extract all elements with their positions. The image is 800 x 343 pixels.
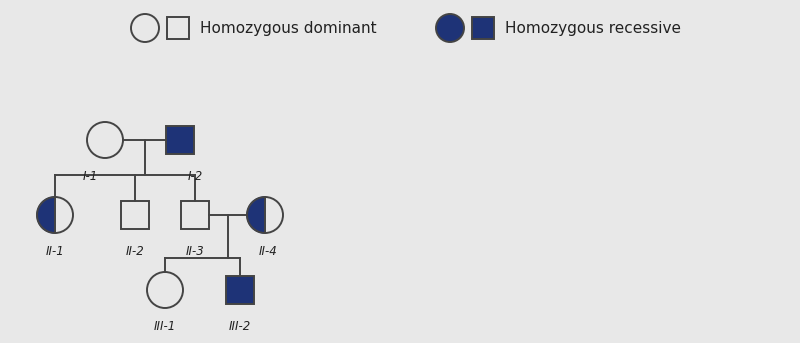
Text: Homozygous dominant: Homozygous dominant (200, 21, 377, 35)
Circle shape (436, 14, 464, 42)
Text: III-2: III-2 (229, 320, 251, 333)
Text: II-1: II-1 (46, 245, 64, 258)
Text: III-1: III-1 (154, 320, 176, 333)
Text: Homozygous recessive: Homozygous recessive (505, 21, 681, 35)
Bar (472, 17, 494, 39)
Text: II-4: II-4 (258, 245, 278, 258)
Text: II-3: II-3 (186, 245, 204, 258)
Polygon shape (37, 197, 55, 233)
Bar (121, 201, 149, 229)
Bar (181, 201, 209, 229)
Bar (166, 126, 194, 154)
Bar (226, 276, 254, 304)
Text: I-2: I-2 (187, 170, 202, 183)
Bar (167, 17, 189, 39)
Text: I-1: I-1 (82, 170, 98, 183)
Text: II-2: II-2 (126, 245, 144, 258)
Polygon shape (247, 197, 265, 233)
